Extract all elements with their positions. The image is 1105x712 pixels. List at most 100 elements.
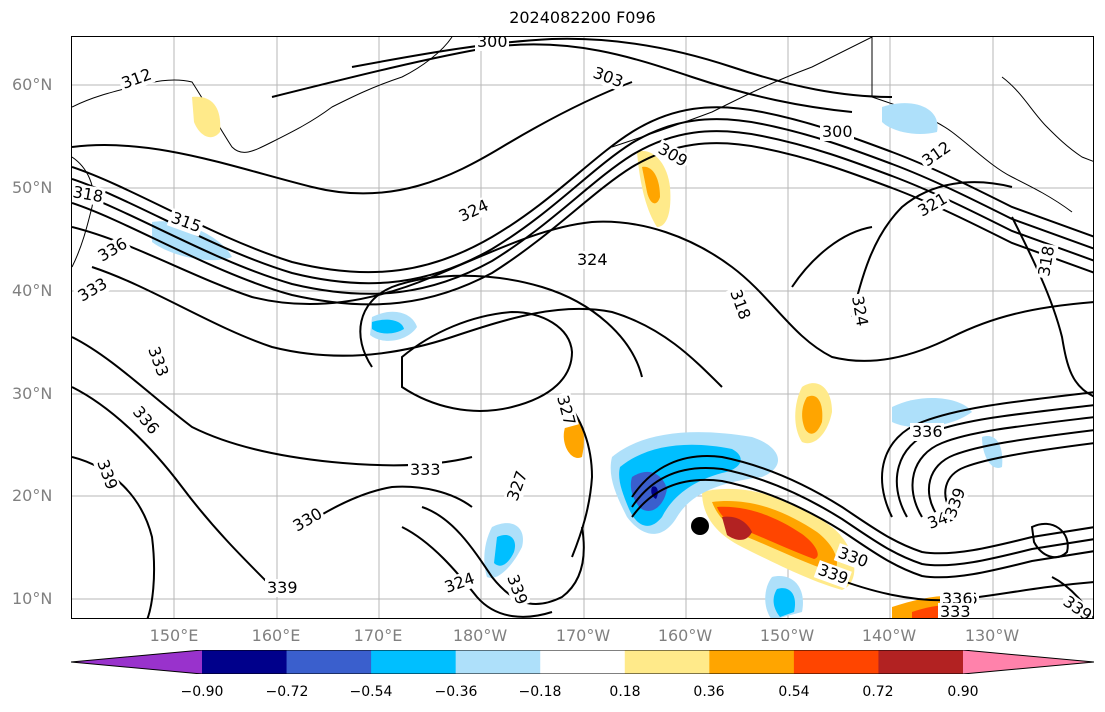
lon-label: 170°W	[555, 626, 611, 645]
contour-label-background	[92, 455, 122, 494]
map-panel: 312 300 303 309 300 312 321 315 318 336 333 324 324 3…	[71, 36, 1094, 619]
contour-label: 336	[912, 422, 943, 441]
colorbar-segment	[286, 650, 372, 674]
contour-label-background	[820, 123, 854, 141]
contour-label-background	[475, 37, 509, 51]
colorbar-tick-label: −0.36	[434, 684, 478, 700]
colorbar-segment	[540, 650, 626, 674]
contour-label-background	[127, 401, 164, 440]
contour-label: 318	[1034, 244, 1058, 277]
contour-label-background	[847, 292, 872, 330]
contour-label-background	[1034, 243, 1059, 280]
contour-label: 300	[822, 122, 853, 141]
contour-label-background	[117, 64, 156, 94]
colorbar-tick-label: 0.90	[947, 684, 979, 700]
contour-label: 339	[267, 578, 298, 597]
contour-label: 312	[119, 64, 154, 92]
contour-label: 318	[726, 287, 754, 322]
lat-label: 10°N	[12, 589, 53, 608]
contour-label-background	[503, 467, 532, 506]
negative-anomaly-region	[494, 534, 516, 566]
colorbar-extend-low	[71, 650, 202, 674]
contour-label-background	[288, 503, 327, 537]
lat-label: 40°N	[12, 281, 53, 300]
lon-label: 160°E	[251, 626, 301, 645]
contour-label-background	[588, 63, 627, 92]
contour-label-background	[73, 273, 112, 307]
contour-label: 333	[940, 602, 971, 619]
colorbar-tick-label: −0.18	[518, 684, 562, 700]
lon-label: 140°W	[861, 626, 917, 645]
lat-label: 20°N	[12, 486, 53, 505]
contour-label: 303	[591, 63, 626, 91]
positive-anomaly-region	[802, 395, 823, 434]
negative-anomaly-region	[372, 319, 404, 334]
lon-label: 150°W	[759, 626, 815, 645]
contour-label-background	[917, 137, 956, 172]
contour-label: 333	[144, 344, 172, 379]
shaded-anomalies	[152, 96, 1003, 618]
contour-label-background	[166, 208, 205, 237]
contour-label-background	[93, 233, 132, 267]
contour-label: 339	[1060, 592, 1094, 619]
lon-label: 160°W	[657, 626, 713, 645]
negative-anomaly-region	[152, 221, 232, 261]
colorbar-segment	[878, 650, 964, 674]
colorbar-segment	[709, 650, 795, 674]
contour-label-background	[502, 570, 532, 609]
contour-label: 324	[577, 250, 608, 269]
positive-anomaly-region	[192, 96, 221, 138]
negative-anomaly-region	[882, 103, 938, 134]
contour-label-background	[725, 285, 755, 324]
contour-label-background	[143, 342, 173, 381]
colorbar-tick-label: −0.72	[265, 684, 309, 700]
negative-anomaly-region	[982, 436, 1003, 468]
contour-label: 339	[503, 572, 531, 607]
negative-anomaly-region	[773, 588, 796, 617]
contour-label: 333	[410, 460, 441, 479]
colorbar-segment	[202, 650, 288, 674]
contour-label-background	[913, 188, 952, 222]
colorbar-tick-label: 0.54	[778, 684, 810, 700]
negative-anomaly-region	[892, 397, 972, 428]
contour-label-background	[833, 543, 872, 572]
contour-label: 327	[553, 393, 579, 427]
contour-label-background	[265, 579, 299, 597]
colorbar-segment	[455, 650, 541, 674]
storm-center-marker	[691, 517, 709, 535]
positive-anomaly-region	[722, 516, 752, 540]
colorbar-segment	[624, 650, 710, 674]
contour-label-background	[440, 568, 479, 598]
contour-label-background	[653, 138, 692, 172]
lon-label: 150°E	[149, 626, 199, 645]
lat-label: 30°N	[12, 384, 53, 403]
contour-label-background	[552, 391, 579, 429]
contour-label-background	[454, 195, 493, 227]
positive-anomaly-region	[717, 506, 818, 559]
contour-label-background	[813, 560, 852, 589]
colorbar-tick-label: 0.36	[693, 684, 725, 700]
lon-label: 170°E	[353, 626, 403, 645]
contour-label-background	[938, 603, 972, 618]
lat-label: 60°N	[12, 75, 53, 94]
lon-label: 130°W	[964, 626, 1020, 645]
contour-label-background	[72, 182, 106, 207]
lon-label: 180°W	[452, 626, 508, 645]
contour-label-background	[1058, 591, 1093, 618]
colorbar-graphic	[70, 649, 1095, 675]
contour-label: 300	[477, 37, 508, 51]
lat-label: 50°N	[12, 178, 53, 197]
contour-label-background	[575, 251, 609, 269]
colorbar-extend-high	[963, 650, 1094, 674]
colorbar-segment	[371, 650, 457, 674]
colorbar-tick-label: −0.54	[349, 684, 393, 700]
colorbar-segment	[793, 650, 879, 674]
colorbar-tick-label: 0.72	[862, 684, 894, 700]
map-canvas: 3123003033093003123213153183363333243243…	[72, 37, 1094, 619]
contour-label: 339	[93, 457, 121, 492]
map-title: 2024082200 F096	[509, 8, 656, 27]
contour-lines	[72, 37, 1093, 618]
contour-label-background	[408, 461, 442, 479]
positive-anomaly-region	[642, 166, 660, 204]
contour-label: 327	[503, 468, 531, 503]
